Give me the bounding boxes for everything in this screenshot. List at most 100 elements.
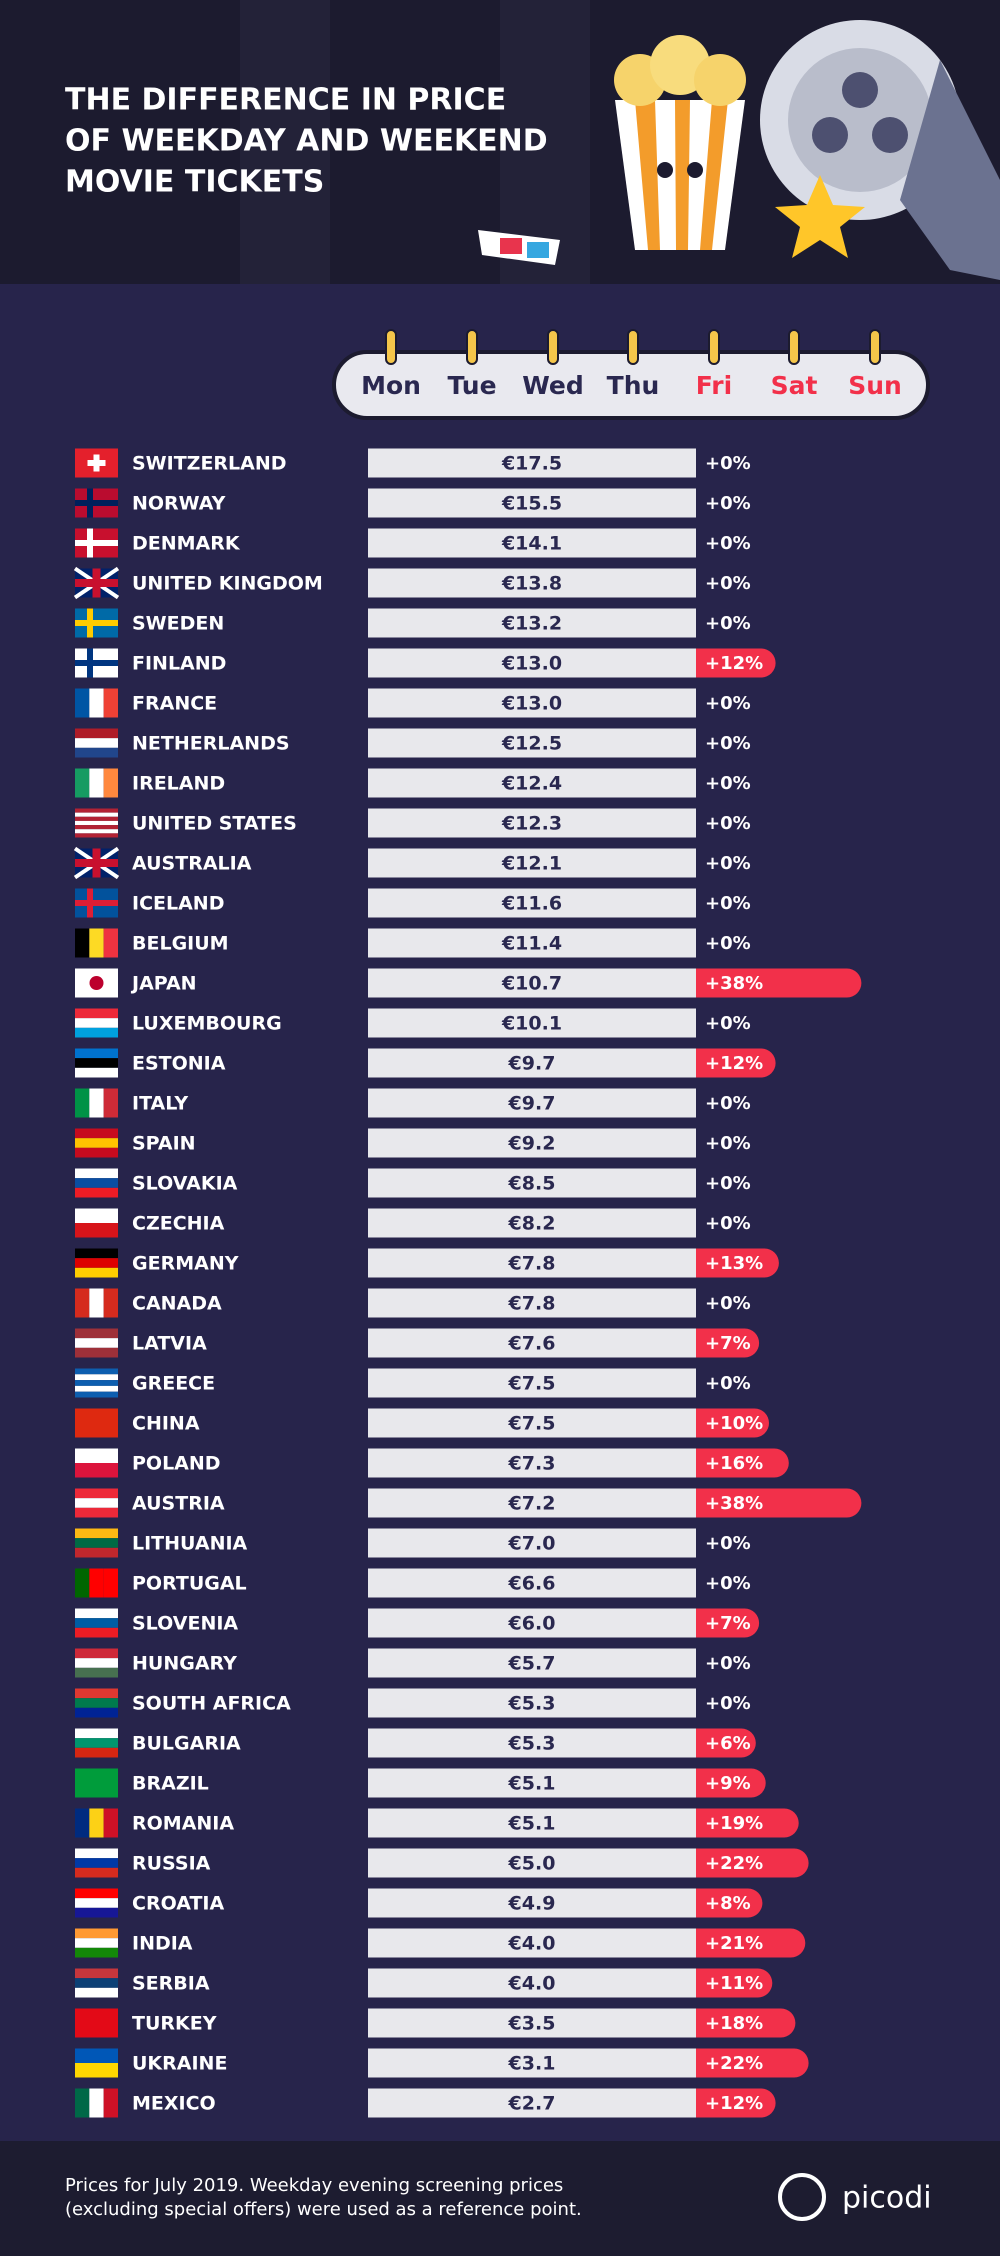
weekday-price-label: €9.7 (508, 1053, 556, 1075)
flag (75, 1987, 118, 1998)
country-label: NETHERLANDS (132, 733, 290, 755)
weekend-increase-label: +0% (705, 1573, 751, 1594)
weekday-bar (368, 808, 696, 838)
day-label: Sun (848, 371, 902, 400)
weekend-increase-bar (696, 2008, 796, 2038)
country-label: SOUTH AFRICA (132, 1693, 291, 1715)
weekday-bar (368, 648, 696, 678)
weekend-increase-label: +19% (705, 1813, 763, 1834)
flag (75, 1928, 118, 1939)
weekday-price-label: €2.7 (508, 2093, 556, 2115)
weekday-bar (368, 1448, 696, 1478)
country-label: ITALY (132, 1093, 188, 1115)
flag (92, 848, 101, 878)
country-label: SLOVENIA (132, 1613, 238, 1635)
flag (75, 1768, 118, 1798)
flag (75, 1858, 118, 1868)
country-label: DENMARK (132, 533, 241, 555)
flag (103, 688, 118, 718)
flag (75, 1347, 118, 1358)
weekend-increase-label: +0% (705, 1013, 751, 1034)
weekend-increase-label: +12% (705, 653, 763, 674)
flag (75, 1648, 118, 1659)
country-label: BULGARIA (132, 1733, 241, 1755)
weekend-increase-label: +0% (705, 1533, 751, 1554)
country-label: ICELAND (132, 893, 224, 915)
weekend-increase-label: +0% (705, 453, 751, 474)
flag (75, 1187, 118, 1198)
country-label: GREECE (132, 1373, 215, 1395)
flag (75, 738, 118, 748)
flag (75, 1947, 118, 1958)
weekday-price-label: €4.0 (508, 1933, 556, 1955)
country-label: TURKEY (132, 2013, 217, 2035)
weekend-increase-label: +0% (705, 1293, 751, 1314)
weekday-bar (368, 608, 696, 638)
flag (75, 2063, 118, 2078)
weekday-price-label: €7.5 (508, 1373, 556, 1395)
flag (75, 1248, 118, 1259)
weekend-increase-label: +9% (705, 1773, 751, 1794)
weekday-bar (368, 888, 696, 918)
weekend-increase-label: +6% (705, 1733, 751, 1754)
flag (75, 1368, 118, 1375)
flag (75, 1547, 118, 1558)
weekend-increase-label: +38% (705, 973, 763, 994)
weekday-price-label: €4.9 (508, 1893, 556, 1915)
decoration (240, 0, 1000, 284)
country-label: ESTONIA (132, 1053, 226, 1075)
flag (75, 1968, 118, 1979)
weekday-bar (368, 1408, 696, 1438)
flag (75, 1808, 90, 1838)
flag (87, 460, 106, 466)
title-line: MOVIE TICKETS (65, 165, 324, 200)
weekday-price-label: €6.0 (508, 1613, 556, 1635)
brand: picodi (842, 2181, 932, 2216)
weekend-increase-bar (696, 1928, 806, 1958)
flag (103, 1088, 118, 1118)
flag (75, 833, 118, 838)
flag (75, 540, 118, 546)
weekday-bar (368, 2048, 696, 2078)
weekend-increase-label: +0% (705, 1213, 751, 1234)
flag (75, 1888, 118, 1899)
flag (75, 1463, 118, 1478)
country-label: GERMANY (132, 1253, 239, 1275)
calendar-ring (547, 329, 559, 365)
flag (75, 1328, 118, 1339)
flag (75, 2048, 118, 2063)
weekday-price-label: €12.5 (501, 733, 562, 755)
weekday-price-label: €3.1 (508, 2053, 556, 2075)
flag (75, 1168, 118, 1179)
weekday-price-label: €5.3 (508, 1693, 556, 1715)
flag (75, 1507, 118, 1518)
weekend-increase-label: +13% (705, 1253, 763, 1274)
weekday-price-label: €7.6 (508, 1333, 556, 1355)
weekend-increase-label: +0% (705, 933, 751, 954)
weekday-bar (368, 1528, 696, 1558)
weekday-bar (368, 1808, 696, 1838)
weekend-increase-bar (696, 648, 776, 678)
calendar-ring (869, 329, 881, 365)
weekday-price-label: €8.2 (508, 1213, 556, 1235)
flag (89, 1088, 104, 1118)
weekend-increase-label: +7% (705, 1613, 751, 1634)
flag (103, 1808, 118, 1838)
country-label: NORWAY (132, 493, 226, 515)
weekend-increase-label: +0% (705, 813, 751, 834)
weekday-bar (368, 1848, 696, 1878)
weekday-bar (368, 448, 696, 478)
flag (75, 1528, 118, 1539)
flag (75, 1138, 118, 1148)
day-label: Sat (771, 371, 818, 400)
weekday-price-label: €12.3 (501, 813, 562, 835)
weekday-price-label: €4.0 (508, 1973, 556, 1995)
flag (103, 768, 118, 798)
flag (75, 1408, 118, 1438)
country-label: BELGIUM (132, 933, 229, 955)
country-label: RUSSIA (132, 1853, 211, 1875)
weekend-increase-bar (696, 1488, 862, 1518)
flag (75, 829, 118, 834)
weekday-bar (368, 728, 696, 758)
country-label: FINLAND (132, 653, 226, 675)
